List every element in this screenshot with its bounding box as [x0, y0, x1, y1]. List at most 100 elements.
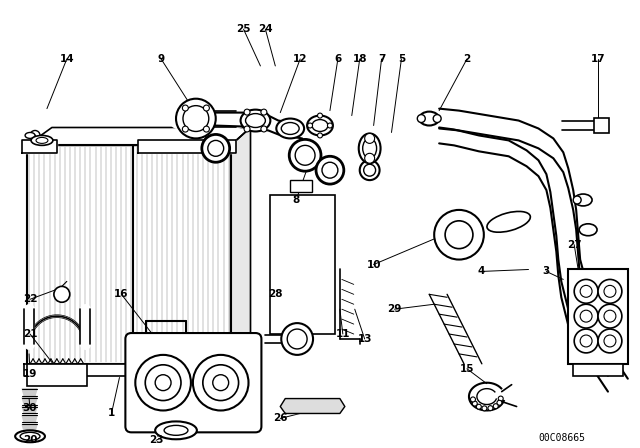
Circle shape: [54, 286, 70, 302]
Ellipse shape: [359, 134, 381, 163]
Text: 12: 12: [293, 54, 307, 64]
Circle shape: [476, 404, 481, 409]
Circle shape: [488, 406, 493, 411]
Text: 1: 1: [108, 409, 115, 418]
Text: 6: 6: [334, 54, 342, 64]
Circle shape: [289, 139, 321, 171]
Text: 10: 10: [366, 259, 381, 270]
Text: 13: 13: [357, 334, 372, 344]
Circle shape: [135, 355, 191, 410]
Circle shape: [295, 145, 315, 165]
Ellipse shape: [155, 422, 197, 439]
Circle shape: [322, 162, 338, 178]
Bar: [568, 270, 628, 364]
Ellipse shape: [419, 112, 439, 125]
Text: 22: 22: [23, 294, 37, 304]
Circle shape: [193, 355, 248, 410]
Text: 00C08665: 00C08665: [538, 433, 586, 443]
Text: 18: 18: [353, 54, 367, 64]
Circle shape: [261, 126, 267, 132]
FancyBboxPatch shape: [125, 333, 261, 432]
Circle shape: [493, 404, 498, 409]
Circle shape: [212, 375, 228, 391]
Bar: [573, 364, 623, 376]
Circle shape: [203, 365, 239, 401]
Circle shape: [287, 329, 307, 349]
Polygon shape: [280, 399, 345, 414]
Text: 8: 8: [292, 195, 300, 205]
Ellipse shape: [573, 196, 581, 204]
Text: 16: 16: [114, 289, 129, 299]
Circle shape: [574, 280, 598, 303]
Ellipse shape: [246, 114, 266, 128]
Ellipse shape: [307, 116, 333, 135]
Polygon shape: [138, 140, 236, 153]
Circle shape: [244, 126, 250, 132]
Ellipse shape: [295, 337, 309, 347]
Circle shape: [317, 133, 323, 138]
Circle shape: [317, 113, 323, 118]
Ellipse shape: [210, 138, 221, 143]
Polygon shape: [22, 424, 37, 431]
Text: 21: 21: [23, 329, 37, 339]
Polygon shape: [22, 140, 57, 153]
Text: 30: 30: [23, 404, 37, 414]
Polygon shape: [230, 128, 250, 364]
Ellipse shape: [15, 431, 45, 442]
Circle shape: [445, 221, 473, 249]
Text: 3: 3: [543, 267, 550, 276]
Text: 25: 25: [236, 24, 251, 34]
Circle shape: [281, 323, 313, 355]
Circle shape: [470, 397, 476, 402]
Text: 5: 5: [398, 54, 405, 64]
Text: 24: 24: [258, 24, 273, 34]
Bar: [27, 145, 230, 364]
Polygon shape: [22, 406, 37, 414]
Circle shape: [574, 329, 598, 353]
Text: 23: 23: [149, 435, 163, 445]
Circle shape: [604, 335, 616, 347]
Ellipse shape: [363, 138, 376, 158]
Circle shape: [360, 160, 380, 180]
Text: 26: 26: [273, 414, 287, 423]
Circle shape: [316, 156, 344, 184]
Text: 14: 14: [60, 54, 74, 64]
Circle shape: [498, 396, 503, 401]
Circle shape: [261, 109, 267, 115]
Text: 19: 19: [23, 369, 37, 379]
Polygon shape: [27, 128, 250, 145]
Ellipse shape: [487, 211, 531, 232]
Ellipse shape: [433, 115, 441, 123]
Ellipse shape: [312, 120, 328, 131]
Polygon shape: [22, 388, 37, 396]
Circle shape: [434, 210, 484, 259]
Text: 28: 28: [268, 289, 283, 299]
Circle shape: [580, 335, 592, 347]
Text: 15: 15: [460, 364, 474, 374]
Ellipse shape: [20, 432, 40, 440]
Circle shape: [574, 304, 598, 328]
Text: 17: 17: [591, 54, 605, 64]
Circle shape: [482, 406, 487, 411]
Ellipse shape: [574, 194, 592, 206]
Ellipse shape: [276, 119, 304, 138]
Bar: [290, 180, 312, 192]
Bar: [594, 117, 609, 134]
Circle shape: [182, 126, 188, 132]
Polygon shape: [22, 397, 37, 405]
Circle shape: [208, 140, 224, 156]
Circle shape: [365, 153, 374, 163]
Text: 9: 9: [157, 54, 164, 64]
Circle shape: [183, 106, 209, 131]
Circle shape: [176, 99, 216, 138]
Circle shape: [365, 134, 374, 143]
Circle shape: [580, 310, 592, 322]
Ellipse shape: [241, 110, 270, 131]
Circle shape: [155, 375, 171, 391]
Circle shape: [598, 329, 622, 353]
Circle shape: [182, 105, 188, 111]
Polygon shape: [22, 415, 37, 422]
Ellipse shape: [205, 135, 227, 145]
Ellipse shape: [31, 135, 53, 145]
Text: 29: 29: [387, 304, 402, 314]
